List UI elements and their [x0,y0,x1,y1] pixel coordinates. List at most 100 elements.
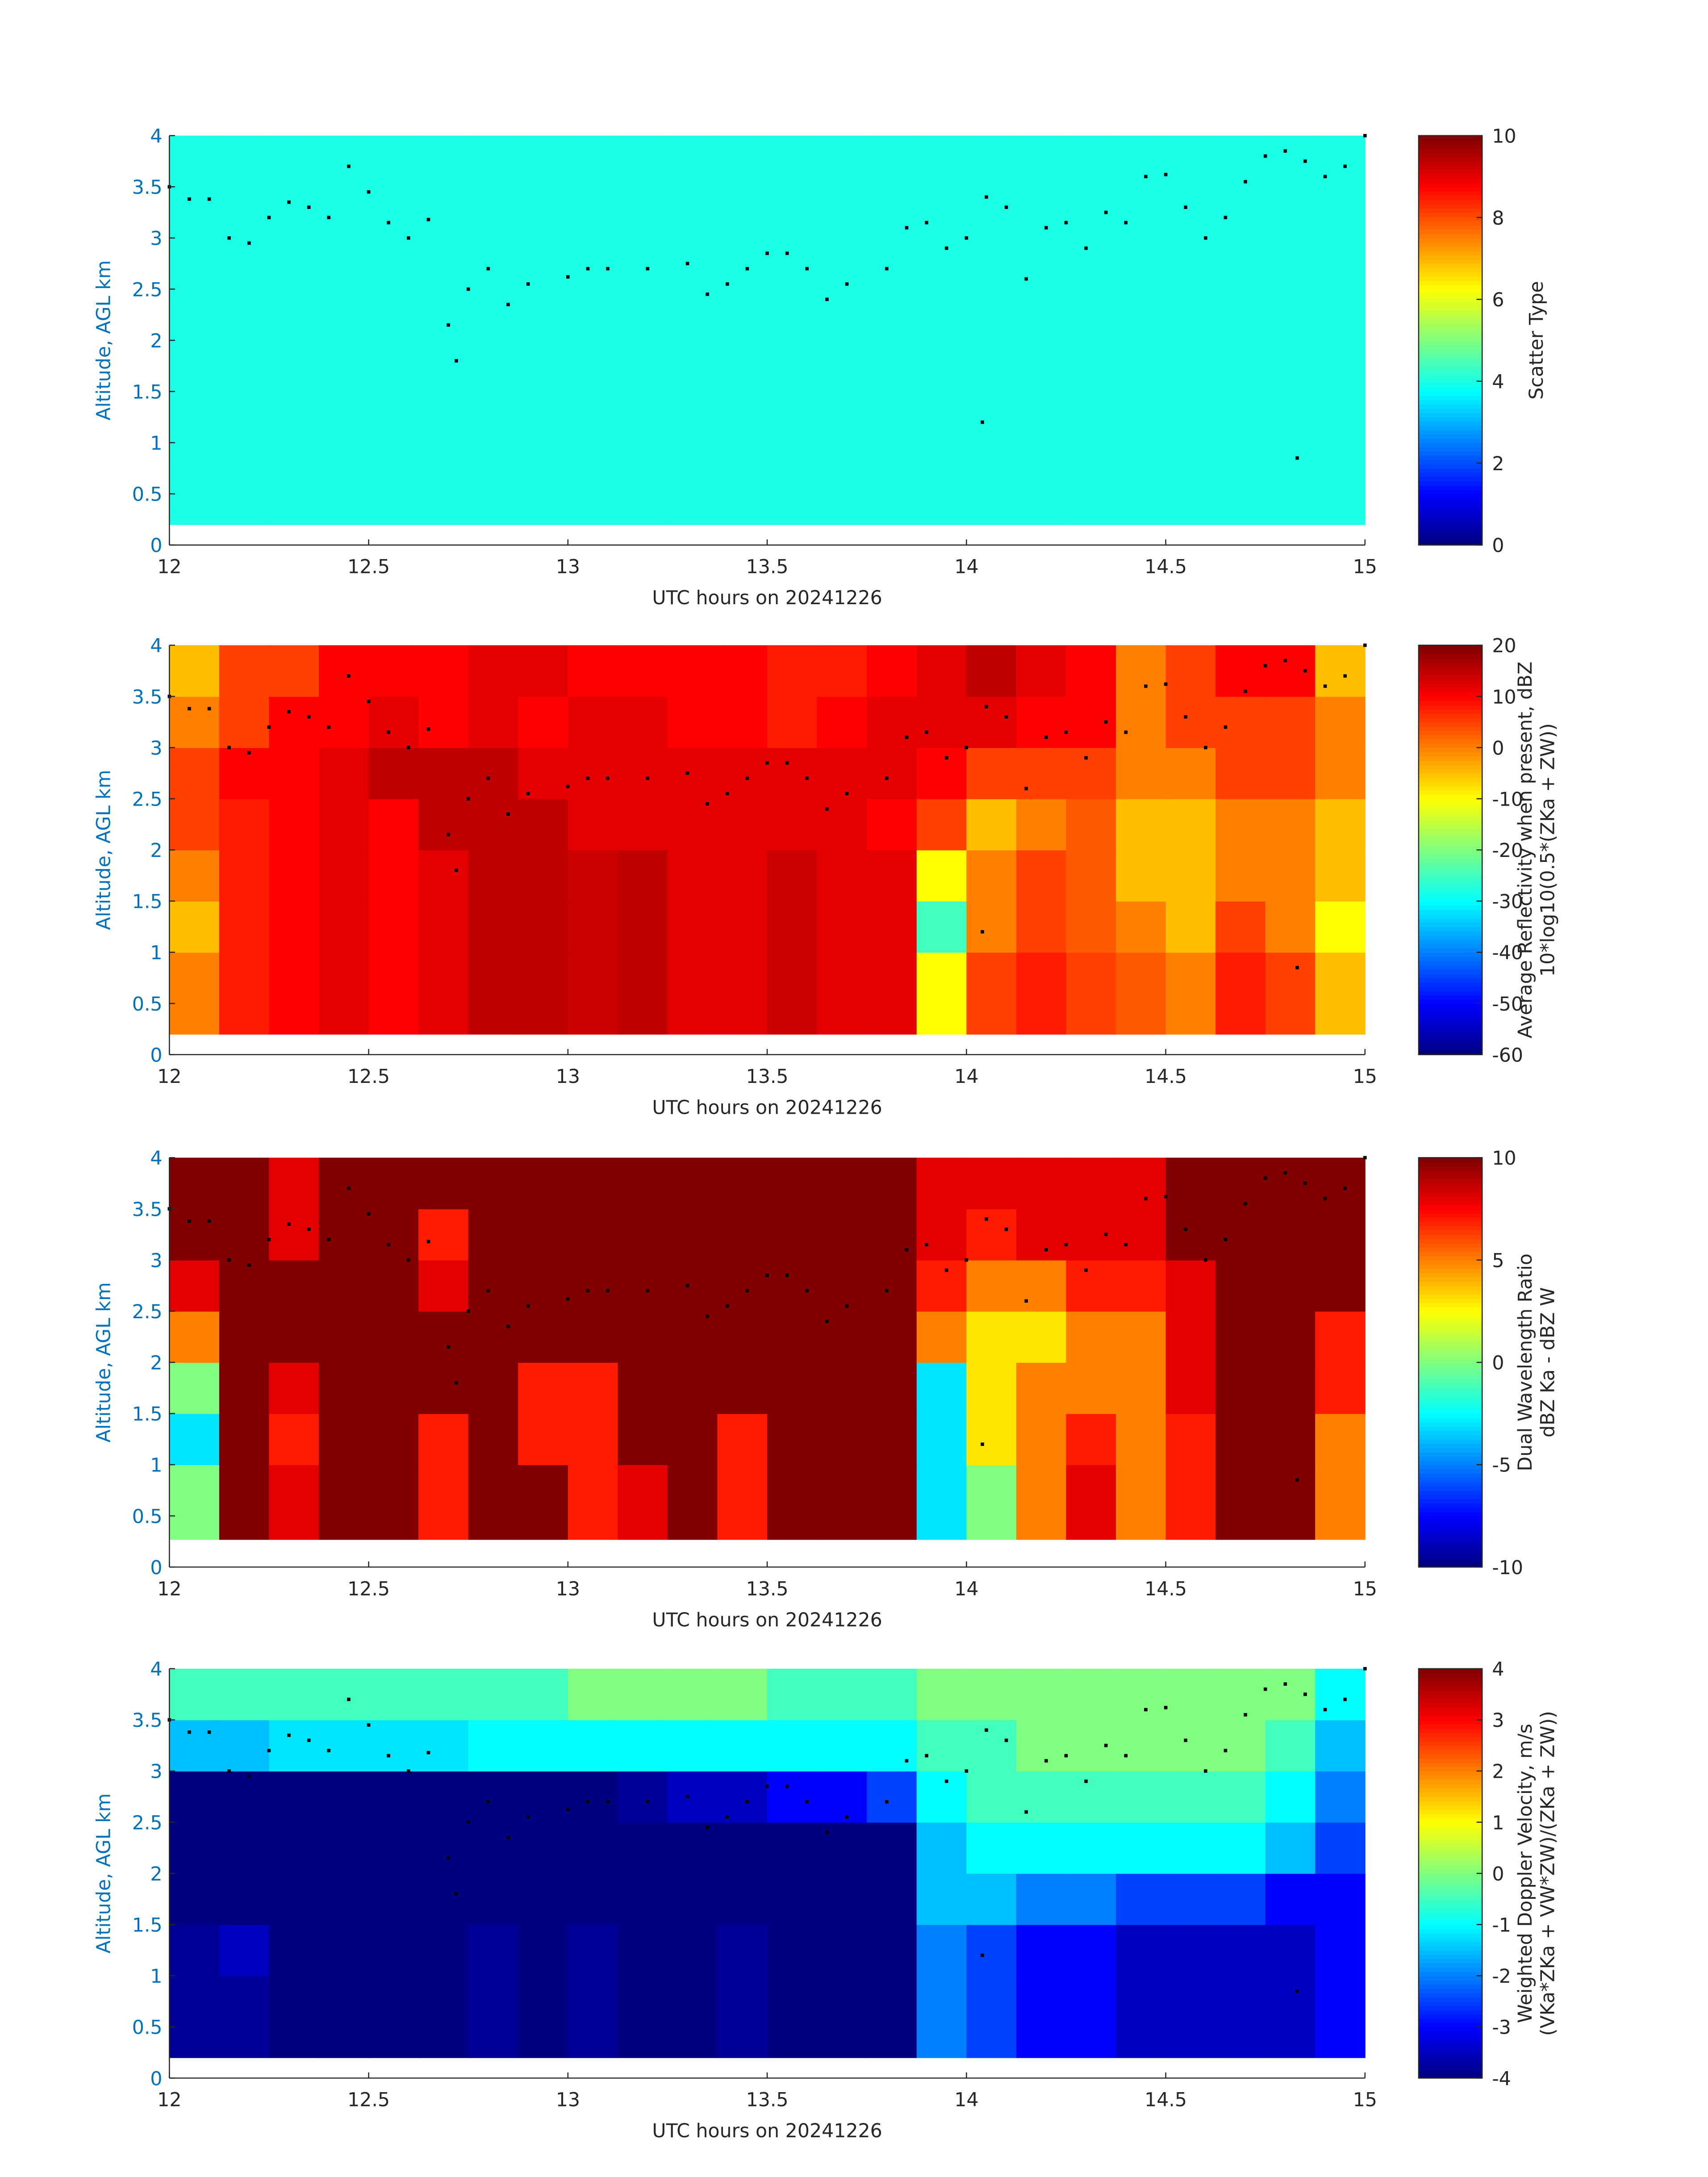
heatmap-cell [618,238,668,290]
point [606,1800,610,1804]
colorbar-swatch [1418,735,1482,740]
colorbar-swatch [1418,170,1482,175]
heatmap-cell [1066,238,1116,290]
point [1323,1708,1327,1712]
heatmap-cell [916,1260,967,1312]
x-tick-label: 14.5 [1144,1066,1187,1088]
colorbar-swatch [1418,1685,1482,1691]
point [981,930,984,934]
heatmap-cell [1215,1157,1266,1209]
heatmap-cell [219,952,270,1035]
heatmap-cell [1315,1464,1366,1540]
heatmap-cell [1265,1924,1316,1976]
heatmap-cell [1066,1822,1116,1874]
heatmap-cell [1066,1720,1116,1772]
heatmap-cell [1265,1873,1316,1925]
heatmap-cell [1116,952,1166,1035]
heatmap-cell [817,1311,868,1363]
colorbar-swatch [1418,888,1482,893]
colorbar-swatch [1418,426,1482,430]
colorbar-swatch [1418,1707,1482,1712]
colorbar-swatch [1418,1873,1482,1878]
heatmap-cell [1016,1873,1067,1925]
heatmap-cell [169,340,220,392]
point [1244,180,1247,184]
point [1104,720,1108,724]
colorbar-swatch [1418,2035,1482,2040]
heatmap-cell [269,645,319,697]
heatmap-cell [1066,1362,1116,1414]
point [1204,236,1207,240]
colorbar-swatch [1418,1409,1482,1414]
colorbar-swatch [1418,1260,1482,1265]
heatmap-cell [568,1413,618,1465]
point [745,1800,749,1804]
heatmap-cell [1116,696,1166,748]
point [785,1274,789,1277]
heatmap-cell [468,850,519,902]
point [1084,1780,1088,1783]
point [1044,735,1048,739]
heatmap-cell [618,1720,668,1772]
colorbar-swatch [1418,276,1482,281]
heatmap-cell [1315,1924,1366,1976]
point [1184,205,1188,209]
heatmap-cell [867,187,917,238]
heatmap-cell [518,340,568,392]
heatmap-cell [418,901,469,953]
heatmap-cell [169,850,220,902]
point [1283,149,1287,153]
heatmap-cell [717,135,768,188]
heatmap-cell [1265,187,1316,238]
point [267,1749,271,1752]
heatmap-cell [1066,748,1116,799]
colorbar-swatch [1418,195,1482,200]
colorbar-swatch [1418,1984,1482,1989]
colorbar-swatch [1418,357,1482,362]
heatmap-cell [319,1413,369,1465]
heatmap-cell [518,289,568,341]
heatmap-cell [767,1208,818,1261]
point [526,1815,530,1819]
colorbar-swatch [1418,140,1482,145]
colorbar-swatch [1418,259,1482,264]
heatmap-cell [219,1362,270,1414]
heatmap-cell [1265,135,1316,188]
heatmap-cell [418,1464,469,1540]
colorbar-swatch [1418,519,1482,524]
colorbar-swatch [1418,1277,1482,1282]
heatmap-cell [1116,443,1166,525]
heatmap-cell [1016,748,1067,799]
colorbar-swatch [1418,289,1482,294]
colorbar-swatch [1418,1963,1482,1968]
heatmap-cell [1165,1976,1216,2058]
heatmap-cell [1215,1720,1266,1772]
point [426,217,430,221]
heatmap-cell [319,1362,369,1414]
heatmap-cell [618,748,668,799]
point [526,792,530,796]
x-tick-label: 14 [954,1066,978,1088]
heatmap-cell [867,289,917,341]
heatmap-cell [1116,901,1166,953]
heatmap-cell [1315,1873,1366,1925]
heatmap-cell [667,340,718,392]
heatmap-cell [368,645,419,697]
colorbar-swatch [1418,696,1482,701]
colorbar-label: Scatter Type [1525,281,1548,399]
colorbar-swatch [1418,1912,1482,1917]
heatmap-cell [319,696,369,748]
heatmap-cell [468,135,519,188]
point [347,1697,351,1701]
colorbar-swatch [1418,1166,1482,1171]
colorbar-swatch [1418,263,1482,268]
colorbar-swatch [1418,293,1482,298]
point [726,1304,729,1308]
colorbar-swatch [1418,1737,1482,1742]
x-tick-label: 12 [157,1066,181,1088]
heatmap-cell [1215,1668,1266,1721]
heatmap-cell [418,1208,469,1261]
colorbar-swatch [1418,468,1482,473]
heatmap-cell [169,1464,220,1540]
heatmap-cell [1215,1976,1266,2058]
